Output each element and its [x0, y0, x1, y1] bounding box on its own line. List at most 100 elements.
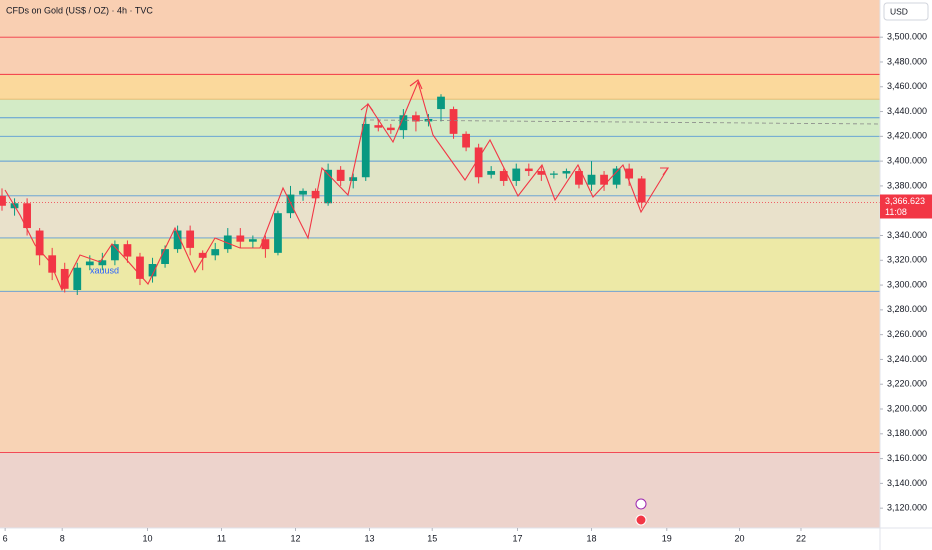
y-tick-label: 3,120.000 [887, 503, 927, 513]
candle-body [85, 261, 94, 266]
zone [0, 161, 880, 196]
candle-body [186, 230, 195, 248]
y-tick-label: 3,500.000 [887, 32, 927, 42]
y-tick-label: 3,160.000 [887, 453, 927, 463]
x-tick-label: 10 [142, 533, 152, 543]
y-tick-label: 3,380.000 [887, 180, 927, 190]
candle-body [537, 171, 546, 175]
axes: 3,120.000 3,140.000 3,160.000 3,180.000 3,20… [3, 32, 932, 543]
x-tick-label: 11 [217, 533, 226, 543]
candle-body [524, 168, 533, 172]
x-tick-label: 22 [796, 533, 806, 543]
projection-path [4, 80, 669, 292]
zone [0, 74, 880, 100]
x-axis-panel [0, 528, 880, 550]
zone [0, 136, 880, 162]
currency-box[interactable] [883, 2, 929, 21]
candle-body [437, 96, 445, 110]
y-tick-label: 3,440.000 [887, 106, 927, 116]
zone [0, 37, 880, 75]
x-tick-label: 12 [290, 533, 300, 543]
candle-body [336, 169, 345, 181]
event-icon[interactable] [635, 498, 647, 510]
y-tick-label: 3,280.000 [887, 304, 927, 314]
candle-body [60, 268, 69, 289]
candle-body [311, 190, 320, 199]
candle-body [324, 169, 333, 204]
candle-body [111, 244, 119, 261]
candle-body [148, 264, 157, 277]
y-tick-label: 3,200.000 [887, 403, 927, 413]
plot [0, 94, 880, 295]
candle-body [261, 239, 270, 250]
chart-title: CFDs on Gold (US$ / OZ) · 4h · TVC [6, 5, 153, 15]
zone [0, 195, 880, 238]
candle-body [449, 109, 458, 134]
candle-body [499, 171, 508, 181]
trend-line [369, 119, 881, 125]
candle-body [274, 213, 282, 253]
y-tick-label: 3,420.000 [887, 131, 927, 141]
candle-body [412, 115, 420, 122]
candle-body [550, 173, 558, 175]
candle-body [173, 230, 182, 250]
candle-body [73, 267, 82, 291]
candle-body [512, 168, 521, 181]
y-tick-label: 3,140.000 [887, 478, 927, 488]
candle-body [123, 244, 132, 257]
y-tick-label: 3,320.000 [887, 255, 927, 265]
y-tick-label: 3,480.000 [887, 56, 927, 66]
y-tick-label: 3,340.000 [887, 230, 927, 240]
y-tick-label: 3,460.000 [887, 81, 927, 91]
y-tick-label: 3,400.000 [887, 156, 927, 166]
candle-body [349, 177, 358, 181]
candle-body [399, 115, 408, 131]
candle-body [35, 230, 44, 256]
candle-body [23, 203, 31, 229]
event-icon[interactable] [635, 514, 647, 526]
candle-body [637, 178, 646, 203]
candle-body [161, 249, 169, 264]
candle-body [612, 168, 621, 185]
projection-arrowheads [360, 79, 670, 176]
x-tick-label: 17 [513, 533, 523, 543]
x-tick-label: 8 [60, 533, 65, 543]
candle-body [361, 123, 370, 178]
candle-body [136, 256, 144, 279]
y-tick-label: 3,240.000 [887, 354, 927, 364]
x-tick-label: 13 [365, 533, 375, 543]
candle-body [223, 235, 232, 250]
y-tick-label: 3,300.000 [887, 279, 927, 289]
currency: USD [890, 6, 908, 16]
candle-body [236, 235, 245, 242]
candle-body [386, 127, 395, 131]
zone [0, 0, 880, 38]
countdown: 11:08 [885, 207, 907, 217]
candle-body [625, 168, 634, 179]
candle-body [462, 133, 470, 148]
zone [0, 452, 880, 528]
candle-body [98, 260, 107, 266]
candle-body [474, 147, 483, 178]
x-tick-label: 15 [427, 533, 437, 543]
candle-body [600, 174, 608, 185]
candle-body [211, 249, 220, 256]
candle-body [248, 239, 257, 242]
y-axis-panel [880, 0, 932, 550]
x-tick-label: 20 [735, 533, 745, 543]
candle-body [487, 171, 496, 175]
candle-body [0, 195, 6, 206]
candle-body [575, 171, 583, 185]
zone [0, 237, 880, 292]
last-price-tag [880, 194, 932, 219]
candle-body [299, 190, 307, 195]
y-tick-label: 3,260.000 [887, 329, 927, 339]
x-tick-label: 19 [662, 533, 672, 543]
zones [0, 0, 880, 528]
candle-body [587, 174, 596, 185]
y-tick-label: 3,180.000 [887, 428, 927, 438]
annotation: xauusd [90, 265, 119, 275]
x-tick-label: 18 [587, 533, 597, 543]
candle-body [198, 252, 207, 258]
